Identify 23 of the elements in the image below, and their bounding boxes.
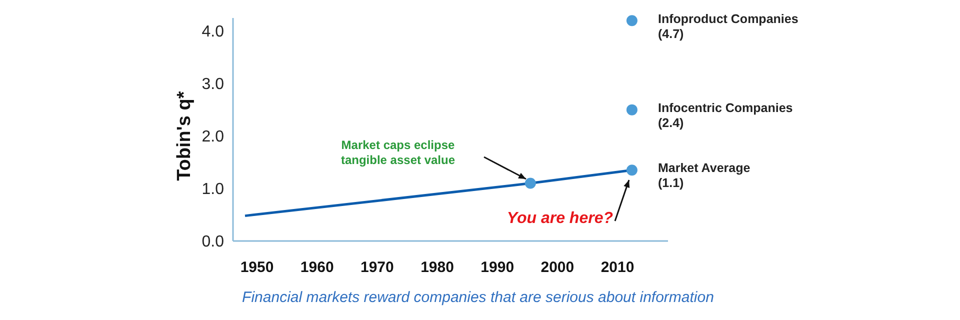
x-tick-label: 1980 (420, 259, 454, 276)
y-tick-label: 4.0 (202, 24, 224, 41)
annotation: Market Average (1.1) (658, 161, 750, 190)
y-tick-label: 1.0 (202, 181, 224, 198)
point (626, 15, 638, 26)
annotation: Infocentric Companies (2.4) (658, 101, 793, 130)
point (626, 104, 638, 116)
y-tick-label: 2.0 (202, 128, 224, 146)
text: Financial markets reward companies that are serious about information (242, 289, 714, 306)
y-tick-label: 3.0 (202, 76, 224, 94)
y-axis-title: Tobin's q* (174, 90, 195, 181)
x-tick-label: 1950 (240, 259, 274, 276)
x-tick-label: 1990 (480, 259, 514, 276)
annotation: Market caps eclipse tangible asset value (340, 138, 456, 167)
annotation: Infoproduct Companies (4.7) (658, 12, 798, 41)
x-tick-label: 2010 (600, 259, 634, 276)
y-tick-label: 0.0 (202, 234, 224, 251)
x-tick-label: 1970 (360, 259, 394, 276)
point (626, 164, 638, 176)
annotation: You are here? (506, 210, 614, 227)
point (524, 178, 536, 189)
x-tick-label: 1960 (300, 259, 334, 276)
x-tick-label: 2000 (540, 259, 574, 276)
